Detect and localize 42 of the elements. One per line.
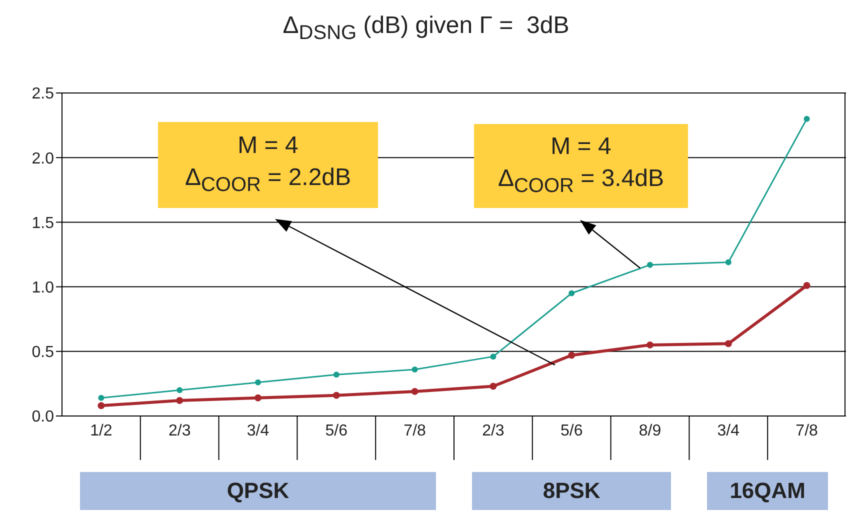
text: QPSK [80,472,436,510]
point [803,282,810,290]
point [804,116,810,122]
point [332,392,340,399]
callout-box: M = 4 Δ$_{COOR}$ = 3.4dB [474,124,688,208]
y-tick-label: 0.0 [32,408,54,426]
y-tick-label: 1.5 [32,214,54,232]
y-tick-label: 2.0 [32,150,54,168]
x-tick-label: 7/8 [796,422,818,440]
point [333,372,340,378]
y-tick-label: 2.5 [32,86,54,103]
x-tick-label: 1/2 [90,422,112,440]
x-tick-label: 8/9 [638,422,662,440]
point [411,388,418,395]
x-tick-label: 2/3 [482,422,504,440]
point [725,259,732,266]
point [568,290,575,296]
y-tick-label: 1.0 [32,279,54,296]
callout-box: M = 4 Δ$_{COOR}$ = 2.2dB [158,122,378,208]
point [176,396,184,404]
chart-title: Δ$_{DSNG}$ (dB) given Γ = 3dB [282,12,570,45]
point [412,366,418,372]
point [490,382,497,390]
point [98,394,104,401]
point [176,387,183,394]
point [647,262,653,268]
text: 8PSK [472,472,672,510]
y-tick-label: 0.5 [32,344,54,362]
x-tick-label: 7/8 [404,422,426,440]
x-tick-label: 5/6 [560,422,583,440]
x-tick-label: 3/4 [246,422,270,440]
point [490,354,496,360]
x-tick-label: 5/6 [325,422,348,440]
point [254,394,262,402]
point [255,379,261,386]
x-tick-label: 3/4 [717,422,740,440]
point [98,402,105,410]
x-tick-label: 2/3 [168,422,191,440]
text: 16QAM [707,472,828,510]
point [724,340,732,348]
point [646,341,654,348]
point [568,352,576,359]
